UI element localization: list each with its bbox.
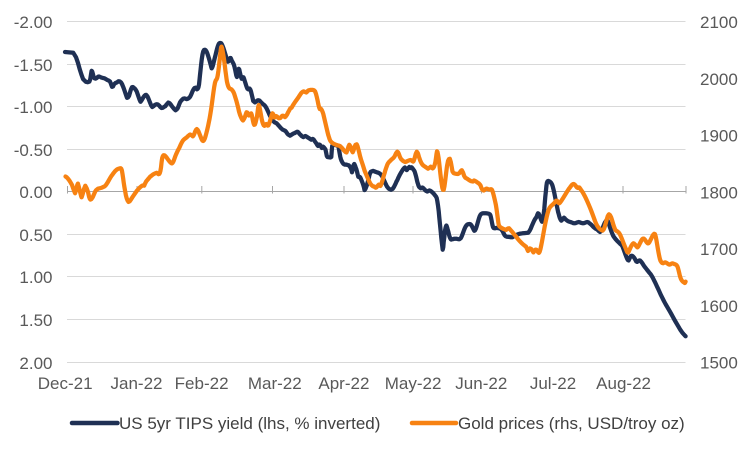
svg-text:1.50: 1.50	[19, 311, 52, 330]
svg-text:-0.50: -0.50	[14, 141, 53, 160]
svg-text:1500: 1500	[700, 354, 738, 373]
svg-text:Mar-22: Mar-22	[248, 374, 302, 393]
svg-text:US 5yr TIPS yield (lhs, % inve: US 5yr TIPS yield (lhs, % inverted)	[119, 414, 380, 433]
svg-text:0.50: 0.50	[19, 226, 52, 245]
svg-text:-1.00: -1.00	[14, 98, 53, 117]
svg-text:Jun-22: Jun-22	[455, 374, 507, 393]
svg-text:1900: 1900	[700, 127, 738, 146]
svg-text:2.00: 2.00	[19, 354, 52, 373]
svg-text:2000: 2000	[700, 70, 738, 89]
svg-text:1600: 1600	[700, 297, 738, 316]
svg-text:1.00: 1.00	[19, 268, 52, 287]
svg-text:Jul-22: Jul-22	[530, 374, 576, 393]
svg-text:Dec-21: Dec-21	[38, 374, 93, 393]
svg-text:-2.00: -2.00	[14, 13, 53, 32]
svg-text:1800: 1800	[700, 183, 738, 202]
svg-text:2100: 2100	[700, 13, 738, 32]
svg-text:May-22: May-22	[385, 374, 442, 393]
svg-text:Jan-22: Jan-22	[111, 374, 163, 393]
svg-text:Apr-22: Apr-22	[318, 374, 369, 393]
svg-text:Aug-22: Aug-22	[596, 374, 651, 393]
svg-text:-1.50: -1.50	[14, 56, 53, 75]
svg-text:1700: 1700	[700, 240, 738, 259]
svg-text:Gold prices (rhs, USD/troy oz): Gold prices (rhs, USD/troy oz)	[458, 414, 685, 433]
svg-text:Feb-22: Feb-22	[175, 374, 229, 393]
svg-text:0.00: 0.00	[19, 183, 52, 202]
